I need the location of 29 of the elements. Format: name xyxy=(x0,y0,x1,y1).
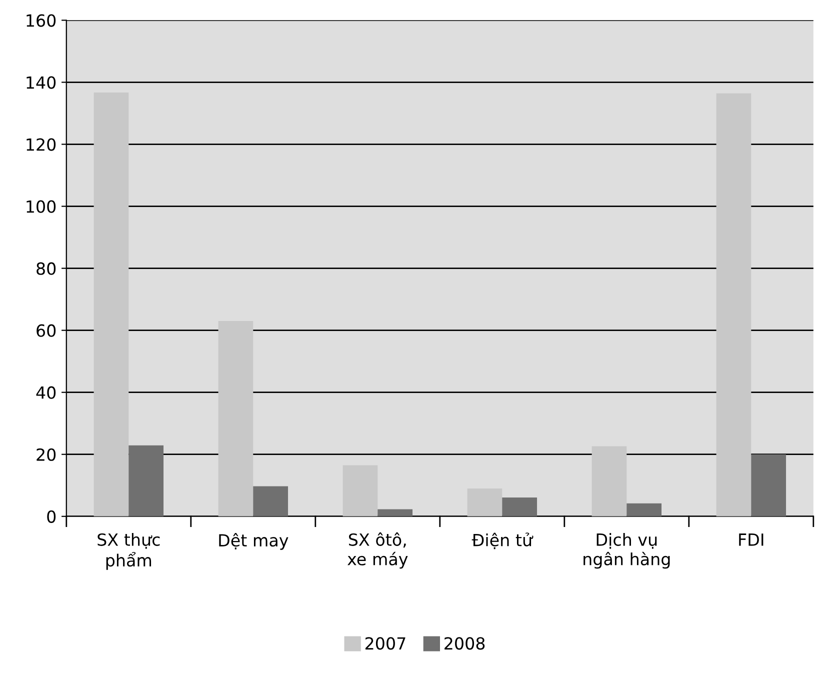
x-tick-label: Dịch vụ ngân hàng xyxy=(584,533,670,569)
bar xyxy=(467,488,502,516)
bar xyxy=(502,497,538,516)
bar xyxy=(751,454,786,516)
y-tick-label: 0 xyxy=(47,510,56,523)
legend-label: 2008 xyxy=(444,637,485,650)
x-tick-label: SX ôtô, xe máy xyxy=(348,532,408,569)
legend-label: 2007 xyxy=(365,637,406,650)
bar xyxy=(253,486,288,516)
y-tick-label: 120 xyxy=(26,138,56,151)
y-tick-label: 60 xyxy=(36,324,56,337)
y-tick-label: 160 xyxy=(26,14,56,27)
bar xyxy=(128,445,164,516)
bar xyxy=(626,503,662,516)
y-tick-label: 140 xyxy=(26,76,56,89)
x-tick-label: Điện tử xyxy=(472,532,534,550)
y-tick-label: 40 xyxy=(36,386,56,399)
bar xyxy=(592,446,627,516)
y-tick-label: 100 xyxy=(26,200,56,213)
bar xyxy=(716,93,752,516)
x-tick-label: FDI xyxy=(739,534,764,546)
y-tick-label: 20 xyxy=(36,448,56,461)
y-tick-label: 80 xyxy=(36,262,56,275)
bar xyxy=(218,321,254,516)
x-tick-label: SX thực phẩm xyxy=(98,533,160,570)
bar xyxy=(94,92,129,516)
x-tick-label: Dệt may xyxy=(219,533,288,550)
bar xyxy=(378,509,413,516)
bar xyxy=(342,465,378,516)
